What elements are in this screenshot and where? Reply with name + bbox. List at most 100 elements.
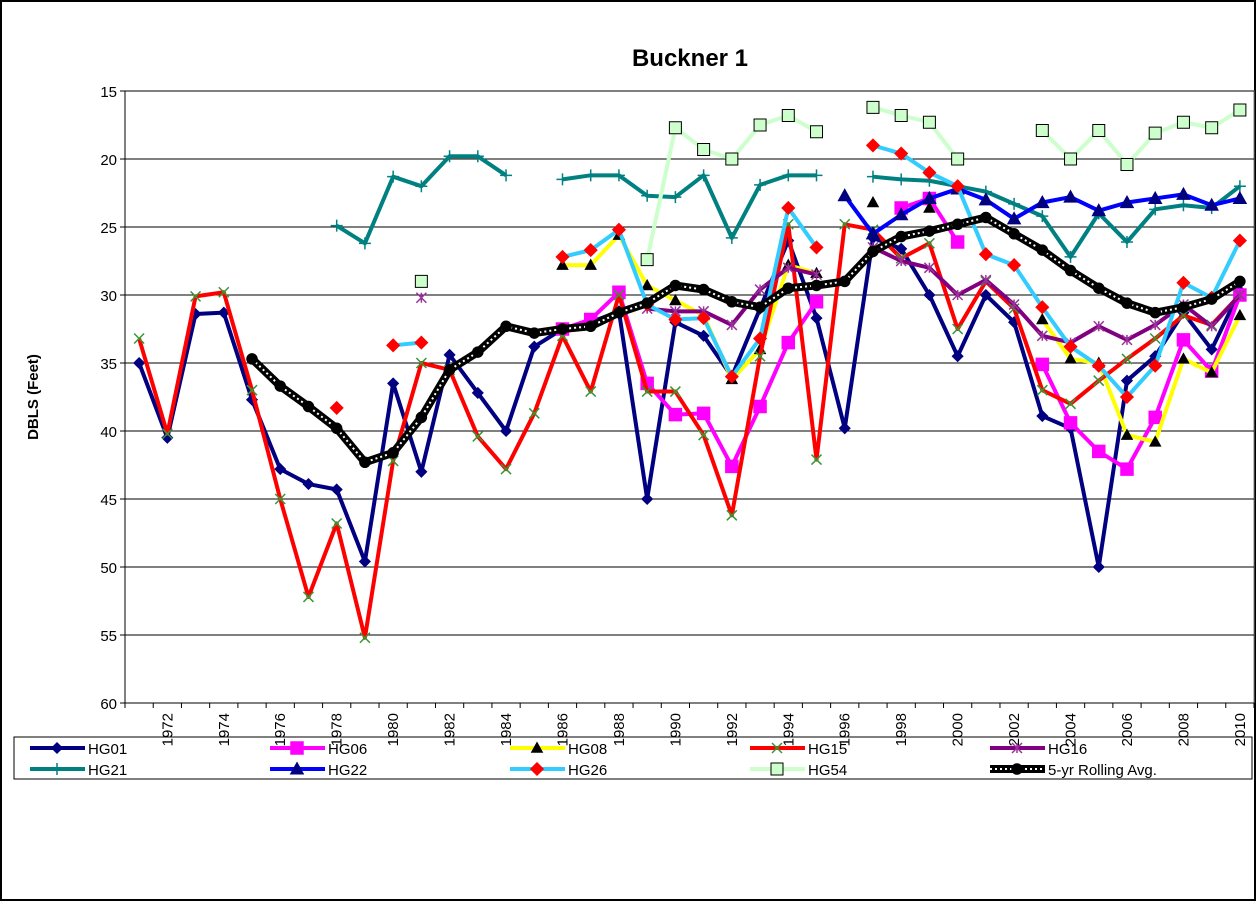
- series: [329, 138, 1247, 415]
- marker: [359, 456, 371, 468]
- marker: [613, 307, 625, 319]
- marker: [330, 219, 343, 232]
- marker: [612, 285, 626, 300]
- marker: [923, 237, 935, 249]
- y-tick-label: 50: [100, 560, 117, 577]
- marker: [754, 284, 766, 296]
- marker: [1148, 358, 1163, 373]
- marker: [387, 170, 400, 183]
- marker: [979, 288, 992, 302]
- marker: [528, 327, 541, 339]
- marker: [1233, 308, 1247, 321]
- marker: [641, 297, 653, 309]
- marker: [289, 761, 305, 775]
- marker: [530, 741, 544, 753]
- marker: [472, 346, 484, 358]
- marker: [274, 493, 286, 505]
- marker: [922, 165, 937, 180]
- y-tick-label: 25: [100, 220, 117, 237]
- marker: [302, 477, 315, 491]
- marker: [1234, 275, 1246, 288]
- marker: [1119, 194, 1135, 209]
- marker: [726, 296, 738, 308]
- marker: [725, 152, 739, 166]
- marker: [359, 632, 371, 644]
- marker: [415, 357, 427, 369]
- marker: [556, 258, 569, 270]
- marker: [386, 338, 401, 353]
- marker: [1063, 189, 1078, 203]
- marker: [387, 447, 399, 459]
- marker: [952, 289, 964, 301]
- marker: [754, 350, 766, 362]
- marker: [770, 762, 784, 776]
- marker: [1232, 190, 1248, 204]
- x-tick-label: 1972: [159, 713, 176, 746]
- marker: [866, 170, 879, 183]
- marker: [726, 509, 738, 521]
- marker: [499, 424, 513, 438]
- marker: [1091, 358, 1106, 373]
- marker: [1036, 244, 1049, 256]
- marker: [415, 292, 427, 304]
- marker: [1204, 197, 1219, 211]
- x-tick-label: 1990: [667, 713, 684, 746]
- marker: [724, 369, 739, 384]
- marker: [668, 407, 683, 422]
- marker: [1121, 334, 1133, 346]
- marker: [980, 274, 992, 286]
- marker: [528, 407, 540, 419]
- marker: [1091, 203, 1107, 217]
- legend-label: HG15: [808, 741, 847, 758]
- marker: [414, 335, 429, 350]
- marker: [1149, 203, 1162, 216]
- marker: [696, 406, 711, 421]
- marker: [358, 237, 371, 250]
- marker: [1176, 275, 1191, 290]
- marker: [952, 323, 964, 335]
- y-tick-label: 30: [100, 288, 117, 305]
- marker: [669, 293, 682, 306]
- marker: [1035, 357, 1050, 372]
- marker: [500, 169, 513, 182]
- marker: [1205, 293, 1218, 305]
- marker: [837, 188, 853, 202]
- marker: [894, 108, 908, 122]
- marker: [866, 100, 880, 114]
- marker: [1006, 211, 1022, 225]
- marker: [1147, 190, 1163, 204]
- series: [414, 100, 1247, 288]
- marker: [246, 353, 258, 365]
- marker: [810, 454, 823, 466]
- x-tick-label: 2008: [1175, 713, 1192, 746]
- marker: [1177, 301, 1190, 313]
- y-axis-label: DBLS (Feet): [25, 354, 42, 440]
- marker: [1148, 126, 1162, 140]
- marker: [1120, 462, 1134, 476]
- marker: [923, 225, 936, 237]
- marker: [669, 279, 682, 292]
- marker: [669, 191, 682, 204]
- marker: [556, 323, 569, 335]
- marker: [978, 192, 994, 206]
- marker: [443, 364, 456, 376]
- marker: [190, 290, 202, 302]
- marker: [1121, 353, 1133, 365]
- marker: [613, 289, 625, 301]
- marker: [1149, 332, 1161, 345]
- marker: [697, 142, 711, 156]
- marker: [1177, 309, 1189, 321]
- marker: [1035, 300, 1050, 315]
- x-tick-label: 1984: [498, 713, 515, 746]
- marker: [415, 411, 428, 424]
- marker: [50, 741, 64, 755]
- legend-label: HG01: [88, 741, 127, 758]
- marker: [1205, 343, 1218, 356]
- marker: [1011, 742, 1023, 754]
- marker: [753, 118, 767, 132]
- marker: [584, 258, 597, 270]
- marker: [1093, 320, 1105, 332]
- marker: [754, 178, 767, 191]
